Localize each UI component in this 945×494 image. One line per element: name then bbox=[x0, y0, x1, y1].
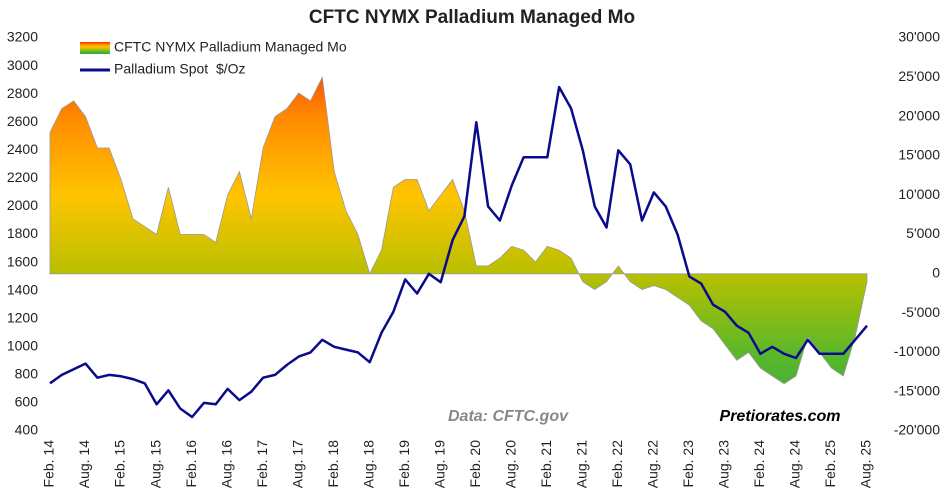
x-tick-label: Aug. 25 bbox=[858, 440, 874, 488]
source-note: Data: CFTC.gov bbox=[448, 408, 569, 425]
x-tick-label: Aug. 23 bbox=[716, 440, 732, 488]
x-tick-label: Feb. 16 bbox=[183, 440, 199, 488]
y2-tick-label: -20'000 bbox=[894, 422, 940, 438]
x-tick-label: Aug. 16 bbox=[218, 440, 234, 488]
y-tick-label: 1800 bbox=[7, 225, 38, 241]
brand-note: Pretiorates.com bbox=[720, 408, 841, 425]
x-tick-label: Aug. 24 bbox=[787, 440, 803, 488]
y-tick-label: 2800 bbox=[7, 85, 38, 101]
y-tick-label: 3200 bbox=[7, 29, 38, 45]
x-tick-label: Aug. 17 bbox=[289, 440, 305, 488]
y-tick-label: 3000 bbox=[7, 57, 38, 73]
y-tick-label: 2400 bbox=[7, 141, 38, 157]
y-tick-label: 1600 bbox=[7, 253, 38, 269]
x-tick-label: Aug. 22 bbox=[645, 440, 661, 488]
y-tick-label: 400 bbox=[15, 422, 39, 438]
price-line bbox=[49, 85, 868, 419]
y-tick-label: 600 bbox=[15, 394, 39, 410]
y-tick-label: 1200 bbox=[7, 309, 38, 325]
x-tick-label: Feb. 18 bbox=[325, 440, 341, 488]
x-tick-label: Feb. 21 bbox=[538, 440, 554, 488]
x-tick-label: Aug. 19 bbox=[431, 440, 447, 488]
y-tick-label: 2200 bbox=[7, 169, 38, 185]
x-tick-label: Feb. 22 bbox=[609, 440, 625, 488]
x-tick-label: Feb. 15 bbox=[112, 440, 128, 488]
x-tick-label: Feb. 23 bbox=[680, 440, 696, 488]
legend-swatch bbox=[80, 42, 110, 54]
y2-tick-label: 30'000 bbox=[898, 29, 940, 45]
y2-tick-label: -15'000 bbox=[894, 382, 940, 398]
y2-tick-label: -5'000 bbox=[902, 304, 941, 320]
x-tick-label: Aug. 20 bbox=[502, 440, 518, 488]
y2-tick-label: 25'000 bbox=[898, 68, 940, 84]
legend-label: Palladium Spot $/Oz bbox=[114, 61, 246, 77]
chart-title: CFTC NYMX Palladium Managed Mo bbox=[309, 7, 635, 28]
y-tick-label: 800 bbox=[15, 366, 39, 382]
y2-tick-label: 0 bbox=[932, 265, 940, 281]
x-tick-label: Aug. 21 bbox=[574, 440, 590, 488]
y-tick-label: 2000 bbox=[7, 197, 38, 213]
y2-tick-label: 5'000 bbox=[906, 225, 940, 241]
y2-tick-label: -10'000 bbox=[894, 343, 940, 359]
x-tick-label: Feb. 19 bbox=[396, 440, 412, 488]
y-tick-label: 2600 bbox=[7, 113, 38, 129]
x-tick-label: Aug. 15 bbox=[147, 440, 163, 488]
x-tick-label: Aug. 18 bbox=[360, 440, 376, 488]
legend-label: CFTC NYMX Palladium Managed Mo bbox=[114, 39, 347, 55]
y-tick-label: 1000 bbox=[7, 337, 38, 353]
y2-tick-label: 20'000 bbox=[898, 107, 940, 123]
x-tick-label: Feb. 20 bbox=[467, 440, 483, 488]
y2-tick-label: 15'000 bbox=[898, 147, 940, 163]
x-tick-label: Feb. 17 bbox=[254, 440, 270, 488]
y2-tick-label: 10'000 bbox=[898, 186, 940, 202]
x-tick-label: Feb. 14 bbox=[41, 440, 57, 488]
x-tick-label: Aug. 14 bbox=[76, 440, 92, 488]
y-tick-label: 1400 bbox=[7, 281, 38, 297]
x-tick-label: Feb. 24 bbox=[751, 440, 767, 488]
x-tick-label: Feb. 25 bbox=[822, 440, 838, 488]
